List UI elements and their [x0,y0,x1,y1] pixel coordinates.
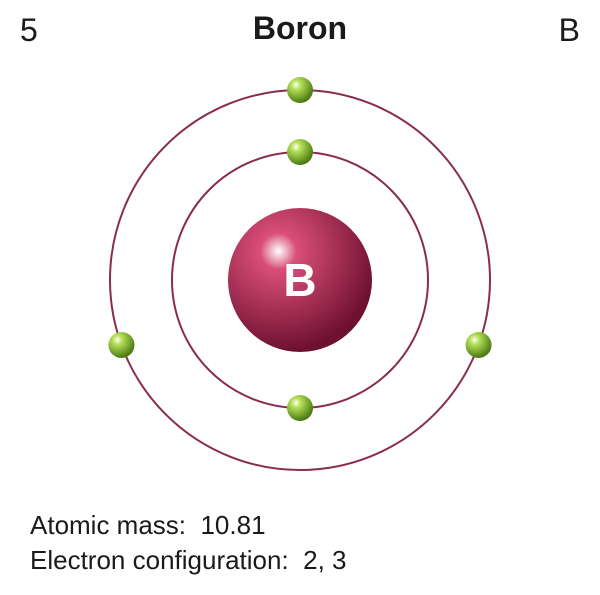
electron-2 [287,395,313,421]
atom-diagram: B [80,60,520,500]
electron-1 [287,139,313,165]
element-name-title: Boron [253,10,347,47]
electron-5 [466,332,492,358]
atomic-mass-line: Atomic mass: 10.81 [30,510,266,541]
electron-3 [287,77,313,103]
nucleus-label: B [283,254,316,306]
element-symbol-corner: B [559,12,580,49]
atomic-number: 5 [20,12,38,49]
electron-4 [108,332,134,358]
electron-config-line: Electron configuration: 2, 3 [30,545,347,576]
